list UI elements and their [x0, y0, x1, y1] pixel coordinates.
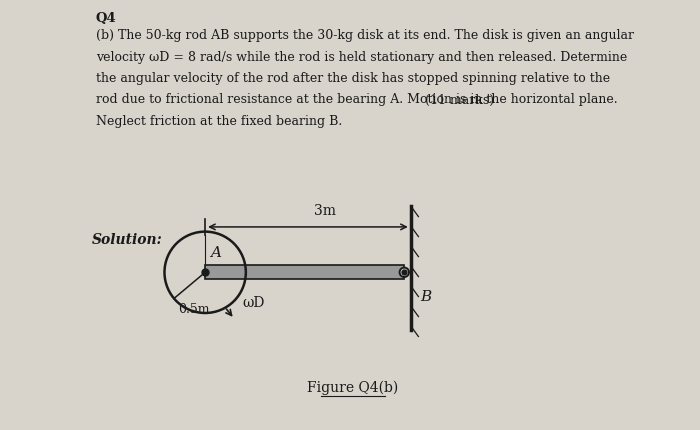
- Text: Q4: Q4: [96, 12, 117, 25]
- Text: 3m: 3m: [314, 204, 336, 218]
- Text: A: A: [211, 246, 221, 259]
- Text: rod due to frictional resistance at the bearing A. Motion is in the horizontal p: rod due to frictional resistance at the …: [96, 93, 617, 106]
- Circle shape: [400, 268, 409, 277]
- Text: ωD: ωD: [243, 295, 265, 309]
- Bar: [205, 266, 405, 280]
- Text: B: B: [420, 289, 431, 303]
- Text: Figure Q4(b): Figure Q4(b): [307, 380, 398, 394]
- Text: (b) The 50-kg rod AB supports the 30-kg disk at its end. The disk is given an an: (b) The 50-kg rod AB supports the 30-kg …: [96, 29, 634, 42]
- Text: Solution:: Solution:: [92, 232, 162, 246]
- Text: (11 marks): (11 marks): [425, 93, 494, 106]
- Text: velocity ωD = 8 rad/s while the rod is held stationary and then released. Determ: velocity ωD = 8 rad/s while the rod is h…: [96, 50, 627, 64]
- Text: the angular velocity of the rod after the disk has stopped spinning relative to : the angular velocity of the rod after th…: [96, 72, 610, 85]
- Text: Neglect friction at the fixed bearing B.: Neglect friction at the fixed bearing B.: [96, 115, 342, 128]
- Text: 0.5m: 0.5m: [178, 303, 209, 316]
